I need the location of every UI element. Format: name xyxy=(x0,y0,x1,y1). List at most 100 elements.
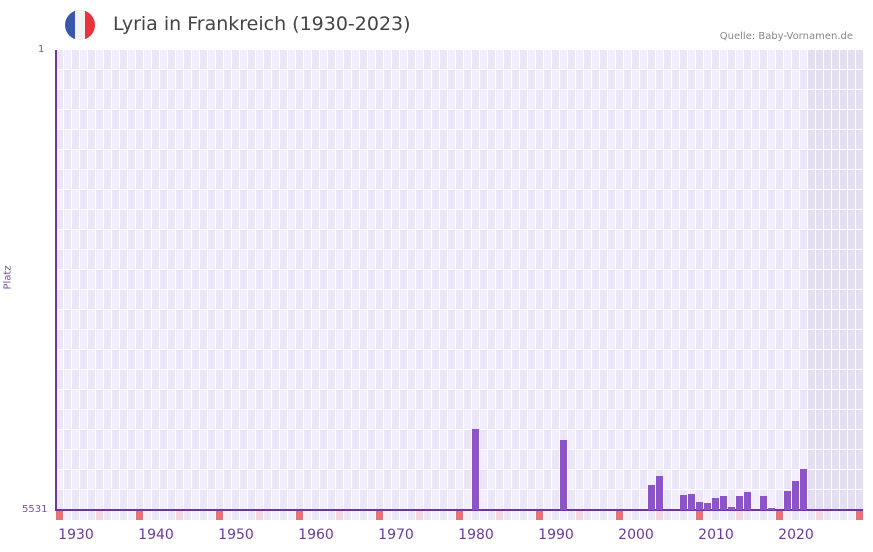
bar-2017[interactable] xyxy=(768,508,775,510)
year-marker xyxy=(576,511,583,520)
bar-2016[interactable] xyxy=(760,496,767,510)
year-marker xyxy=(840,511,847,520)
year-marker xyxy=(416,511,423,520)
bar-2002[interactable] xyxy=(648,485,655,510)
year-marker xyxy=(200,511,207,520)
year-marker xyxy=(424,511,431,520)
year-marker xyxy=(240,511,247,520)
year-marker xyxy=(264,511,271,520)
year-marker xyxy=(320,511,327,520)
year-marker xyxy=(784,511,791,520)
year-marker xyxy=(600,511,607,520)
x-tick: 1980 xyxy=(458,527,494,543)
year-marker xyxy=(728,511,735,520)
year-marker xyxy=(136,511,143,520)
bar-2008[interactable] xyxy=(696,502,703,510)
x-tick: 1970 xyxy=(378,527,414,543)
year-marker xyxy=(392,511,399,520)
year-marker xyxy=(560,511,567,520)
plot-area xyxy=(56,50,863,510)
year-marker xyxy=(112,511,119,520)
bar-2020[interactable] xyxy=(792,481,799,510)
year-marker xyxy=(848,511,855,520)
year-marker xyxy=(792,511,799,520)
bar-2013[interactable] xyxy=(736,496,743,510)
year-marker xyxy=(832,511,839,520)
year-marker xyxy=(824,511,831,520)
year-marker xyxy=(256,511,263,520)
x-tick: 2010 xyxy=(698,527,734,543)
year-marker xyxy=(568,511,575,520)
year-marker xyxy=(776,511,783,520)
year-marker xyxy=(712,511,719,520)
year-marker xyxy=(680,511,687,520)
bar-2011[interactable] xyxy=(720,496,727,510)
x-tick: 1990 xyxy=(538,527,574,543)
year-marker xyxy=(472,511,479,520)
year-marker xyxy=(768,511,775,520)
bar-2006[interactable] xyxy=(680,495,687,510)
x-tick: 1950 xyxy=(218,527,254,543)
year-marker xyxy=(248,511,255,520)
year-marker xyxy=(384,511,391,520)
bar-1980[interactable] xyxy=(472,429,479,510)
year-marker xyxy=(144,511,151,520)
year-marker xyxy=(280,511,287,520)
year-marker xyxy=(488,511,495,520)
bar-2014[interactable] xyxy=(744,492,751,510)
year-marker xyxy=(520,511,527,520)
year-marker xyxy=(616,511,623,520)
year-marker xyxy=(400,511,407,520)
year-marker xyxy=(456,511,463,520)
year-marker xyxy=(168,511,175,520)
x-tick: 2020 xyxy=(778,527,814,543)
bar-2007[interactable] xyxy=(688,494,695,510)
year-marker xyxy=(736,511,743,520)
year-marker xyxy=(696,511,703,520)
year-marker xyxy=(664,511,671,520)
year-marker xyxy=(672,511,679,520)
y-axis-line xyxy=(55,50,57,511)
bar-2012[interactable] xyxy=(728,507,735,510)
year-marker xyxy=(432,511,439,520)
year-marker xyxy=(128,511,135,520)
year-marker xyxy=(344,511,351,520)
year-marker xyxy=(688,511,695,520)
year-marker xyxy=(224,511,231,520)
year-marker xyxy=(120,511,127,520)
year-marker xyxy=(80,511,87,520)
x-tick: 1960 xyxy=(298,527,334,543)
year-marker xyxy=(464,511,471,520)
year-marker xyxy=(704,511,711,520)
year-marker xyxy=(648,511,655,520)
y-tick-top: 1 xyxy=(38,44,45,55)
year-marker xyxy=(744,511,751,520)
year-marker xyxy=(544,511,551,520)
year-marker xyxy=(760,511,767,520)
year-marker xyxy=(304,511,311,520)
year-marker xyxy=(512,511,519,520)
year-marker xyxy=(216,511,223,520)
source-link[interactable]: Quelle: Baby-Vornamen.de xyxy=(719,31,853,42)
chart-title: Lyria in Frankreich (1930-2023) xyxy=(113,13,411,35)
bar-2010[interactable] xyxy=(712,498,719,510)
year-marker xyxy=(64,511,71,520)
bar-2021[interactable] xyxy=(800,469,807,510)
year-marker xyxy=(88,511,95,520)
year-marker xyxy=(328,511,335,520)
year-marker xyxy=(536,511,543,520)
bar-2019[interactable] xyxy=(784,491,791,510)
bar-2009[interactable] xyxy=(704,503,711,510)
year-marker xyxy=(72,511,79,520)
year-marker xyxy=(272,511,279,520)
year-marker xyxy=(184,511,191,520)
year-marker xyxy=(752,511,759,520)
year-marker xyxy=(504,511,511,520)
y-tick-bottom: 5531 xyxy=(22,504,48,515)
year-marker xyxy=(104,511,111,520)
year-marker xyxy=(528,511,535,520)
year-marker xyxy=(448,511,455,520)
bar-2003[interactable] xyxy=(656,476,663,510)
bar-1991[interactable] xyxy=(560,440,567,510)
